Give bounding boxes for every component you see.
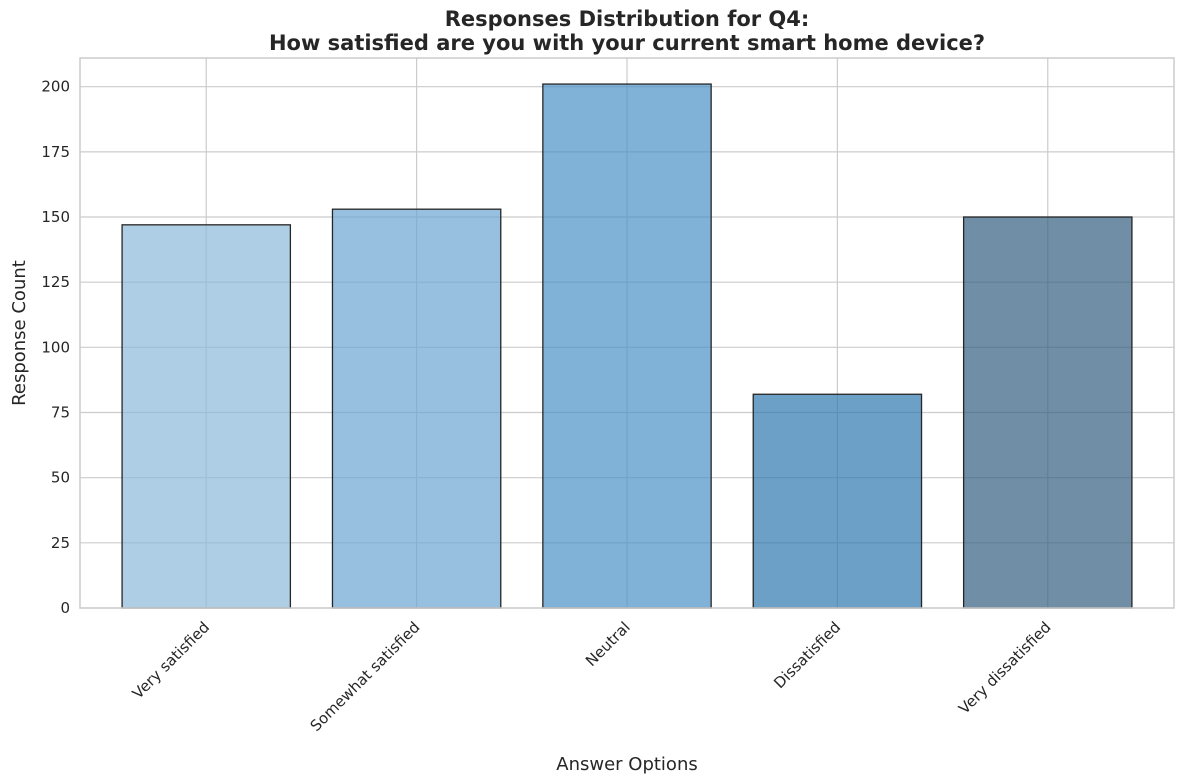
y-axis-label: Response Count [9, 260, 30, 406]
y-tick-label: 0 [60, 599, 70, 617]
y-tick-label: 50 [51, 469, 70, 487]
bars [121, 83, 1133, 609]
x-tick-label: Very dissatisfied [955, 618, 1055, 718]
y-tick-label: 175 [41, 143, 70, 161]
y-tick-label: 100 [41, 338, 70, 356]
bar-dissatisfied [752, 393, 923, 609]
y-tick-label: 200 [41, 78, 70, 96]
bar-neutral [542, 83, 712, 609]
plot-frame [79, 57, 1175, 609]
x-tick-label: Neutral [582, 618, 634, 670]
bar-very-dissatisfied [962, 216, 1133, 609]
y-tick-label: 125 [41, 273, 70, 291]
y-tick-label: 75 [51, 404, 70, 422]
bar-somewhat-satisfied [331, 208, 502, 609]
x-tick-label: Very satisfied [129, 618, 213, 702]
x-tick-label: Somewhat satisfied [307, 618, 424, 735]
chart-title-line-1: Responses Distribution for Q4: [445, 7, 810, 31]
y-tick-label: 150 [41, 208, 70, 226]
y-tick-label: 25 [51, 534, 70, 552]
x-tick-label: Dissatisfied [770, 618, 844, 692]
x-axis-label: Answer Options [556, 754, 697, 775]
bar-very-satisfied [121, 224, 292, 609]
x-tick-labels: Very satisfied Somewhat satisfied Neutral D… [129, 618, 1055, 735]
y-tick-labels: 0 25 50 75 100 125 150 175 200 [41, 78, 70, 617]
chart-title-line-2: How satisfied are you with your current … [269, 31, 985, 55]
